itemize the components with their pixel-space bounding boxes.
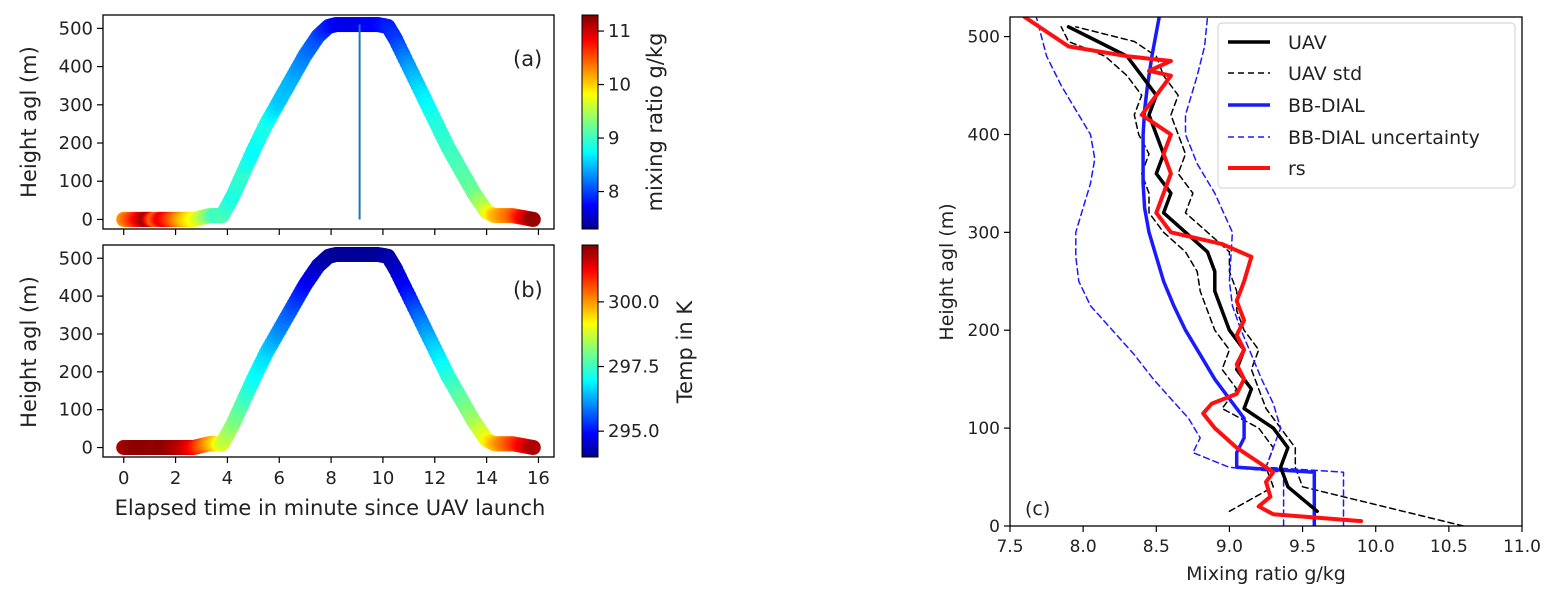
x-tick-label: 8.0: [1070, 537, 1097, 557]
y-tick-label: 100: [59, 171, 93, 192]
colorbar-tick-label: 10: [608, 75, 631, 96]
x-tick-label: 7.5: [996, 537, 1023, 557]
x-tick-label: 12: [423, 468, 446, 489]
y-tick-label: 300: [59, 95, 93, 116]
series-line-bb-dial: [1141, 17, 1317, 526]
x-tick-label: 4: [222, 468, 233, 489]
panel-a-y-ticks: 0 100 200 300 400 500: [59, 18, 103, 230]
legend: UAV UAV std BB-DIAL BB-DIAL uncertainty …: [1217, 22, 1516, 189]
colorbar-tick-label: 11: [608, 21, 631, 42]
y-tick-label: 200: [59, 362, 93, 383]
panel-b-frame: [102, 244, 555, 458]
colorbar-b-label: Temp in K: [673, 300, 697, 404]
colorbar-a-bar: [581, 14, 599, 230]
legend-entry-bb-dial-uncertainty: BB-DIAL uncertainty: [1288, 127, 1480, 149]
panel-b-points: [116, 247, 541, 455]
x-tick-label: 9.5: [1289, 537, 1316, 557]
colorbar-b-bar: [581, 244, 599, 458]
panel-a-ylabel: Height agl (m): [17, 46, 41, 198]
panel-b-x-ticks: 0 2 4 6 8 10 12 14 16: [118, 457, 550, 489]
panel-b-label: (b): [513, 278, 543, 302]
panel-b-ylabel: Height agl (m): [17, 276, 41, 428]
panel-c-label: (c): [1025, 498, 1050, 520]
y-tick-label: 0: [82, 438, 93, 459]
y-tick-label: 300: [59, 324, 93, 345]
panel-c-ylabel: Height agl (m): [936, 203, 958, 340]
x-tick-label: 2: [170, 468, 181, 489]
x-tick-label: 14: [475, 468, 498, 489]
y-tick-label: 400: [968, 125, 1000, 145]
x-tick-label: 0: [118, 468, 129, 489]
panel-c-x-ticks: 7.5 8.0 8.5 9.0 9.5 10.0 10.5 11.0: [996, 526, 1541, 557]
series-line-bound-5: [1035, 17, 1285, 526]
scatter-point: [525, 211, 541, 227]
x-tick-label: 6: [274, 468, 285, 489]
y-tick-label: 400: [59, 57, 93, 78]
panel-a-x-ticks: [123, 229, 540, 235]
panel-b-y-ticks: 0 100 200 300 400 500: [59, 248, 103, 459]
y-tick-label: 0: [82, 209, 93, 230]
y-tick-label: 500: [59, 18, 93, 39]
panel-a: 0 100 200 300 400 500 (a) Height agl (m): [17, 14, 555, 235]
colorbar-b: 295.0 297.5 300.0 Temp in K: [581, 244, 697, 458]
colorbar-tick-label: 9: [608, 128, 619, 149]
colorbar-tick-label: 297.5: [608, 357, 660, 378]
y-tick-label: 300: [968, 223, 1000, 243]
legend-entry-rs: rs: [1288, 158, 1306, 180]
panel-c-frame: [1009, 16, 1523, 527]
panel-b-xlabel: Elapsed time in minute since UAV launch: [115, 496, 546, 520]
colorbar-a-label: mixing ratio g/kg: [643, 33, 667, 212]
x-tick-label: 10.5: [1430, 537, 1468, 557]
y-tick-label: 500: [968, 28, 1000, 48]
legend-entry-uav: UAV: [1288, 32, 1327, 54]
x-tick-label: 10.0: [1357, 537, 1395, 557]
colorbar-a-ticks: 8 9 10 11: [598, 21, 631, 203]
x-tick-label: 10: [371, 468, 394, 489]
x-tick-label: 16: [527, 468, 550, 489]
panel-c-xlabel: Mixing ratio g/kg: [1186, 563, 1346, 585]
y-tick-label: 500: [59, 248, 93, 269]
colorbar-tick-label: 8: [608, 182, 619, 203]
colorbar-tick-label: 295.0: [608, 421, 660, 442]
series-line-rs: [1022, 17, 1364, 524]
y-tick-label: 100: [59, 400, 93, 421]
panel-a-label: (a): [513, 47, 542, 71]
panel-b: 0 100 200 300 400 500 0 2 4 6 8 10 12 14 16 (b) Heigh…: [17, 244, 555, 520]
y-tick-label: 400: [59, 286, 93, 307]
panel-c-y-ticks: 0 100 200 300 400 500: [968, 28, 1010, 537]
panel-a-frame: [102, 14, 555, 230]
panel-a-points: [116, 17, 541, 227]
y-tick-label: 200: [59, 133, 93, 154]
legend-entry-uav-std: UAV std: [1288, 63, 1362, 85]
colorbar-b-ticks: 295.0 297.5 300.0: [598, 292, 660, 442]
panel-c-lines: [1022, 17, 1465, 526]
x-tick-label: 8: [325, 468, 336, 489]
panel-c: 0 100 200 300 400 500 7.5 8.0 8.5 9.0 9.5 10.0 10.5…: [936, 16, 1541, 585]
y-tick-label: 100: [968, 419, 1000, 439]
x-tick-label: 9.0: [1216, 537, 1243, 557]
legend-entry-bb-dial: BB-DIAL: [1288, 95, 1365, 117]
y-tick-label: 200: [968, 321, 1000, 341]
x-tick-label: 8.5: [1143, 537, 1170, 557]
legend-box: [1217, 22, 1516, 189]
x-tick-label: 11.0: [1503, 537, 1541, 557]
series-line-bound-2: [1060, 26, 1275, 513]
series-line-uav-std: [1075, 26, 1465, 526]
scatter-point: [525, 440, 541, 455]
colorbar-a: 8 9 10 11 mixing ratio g/kg: [581, 14, 667, 230]
colorbar-tick-label: 300.0: [608, 292, 660, 313]
y-tick-label: 0: [989, 517, 1000, 537]
series-line-bb-dial-uncertainty: [1184, 17, 1345, 526]
